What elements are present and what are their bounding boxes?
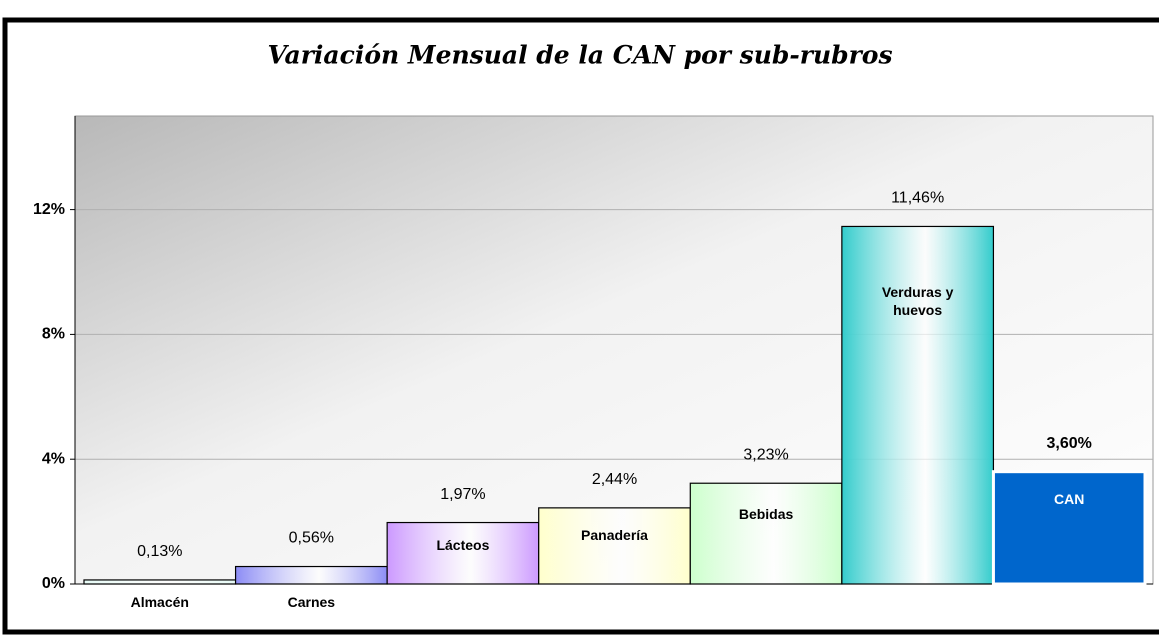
bar <box>689 482 843 585</box>
y-tick-label: 0% <box>42 575 65 592</box>
category-label: Bebidas <box>738 506 794 523</box>
bar <box>234 565 388 585</box>
bar <box>991 470 1147 586</box>
value-label: 3,23% <box>743 446 788 463</box>
category-label: Carnes <box>287 594 336 610</box>
value-label: 1,97% <box>440 486 485 503</box>
value-label: 2,44% <box>592 471 637 488</box>
category-label: Almacén <box>130 594 189 610</box>
y-tick-label: 8% <box>42 326 65 343</box>
y-tick-label: 12% <box>33 201 65 218</box>
category-label: Lácteos <box>436 536 490 553</box>
value-label: 3,60% <box>1047 435 1092 452</box>
chart-title: Variación Mensual de la CAN por sub-rubr… <box>267 41 892 70</box>
category-label: CAN <box>1054 490 1085 507</box>
category-label: Panadería <box>581 526 648 543</box>
y-tick-label: 4% <box>42 450 65 467</box>
bar <box>841 225 995 585</box>
value-label: 0,56% <box>289 530 334 547</box>
value-label: 0,13% <box>137 543 182 560</box>
bar <box>386 521 540 585</box>
value-label: 11,46% <box>891 190 944 207</box>
category-label: Verduras y huevos <box>881 284 954 319</box>
bar <box>83 579 237 585</box>
bar <box>538 507 691 585</box>
